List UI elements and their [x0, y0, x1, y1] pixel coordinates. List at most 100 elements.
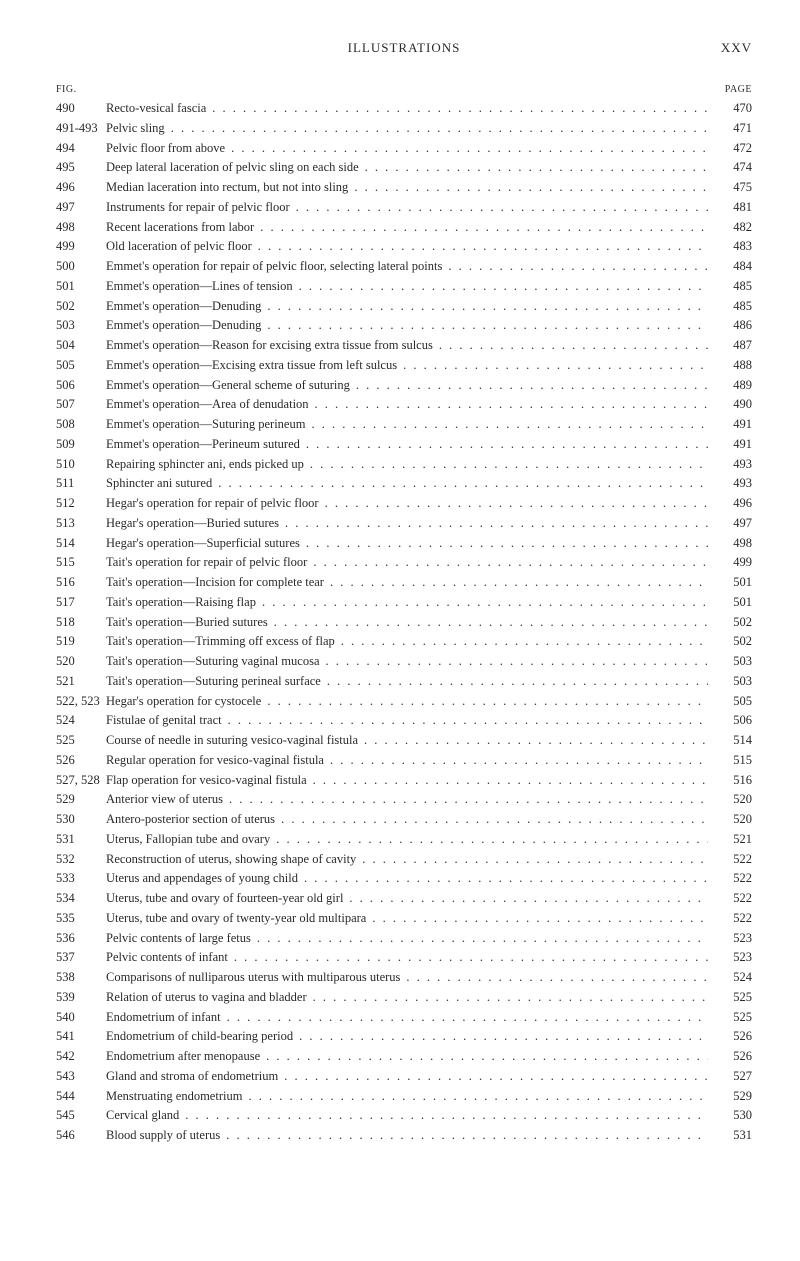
header-roman-numeral: XXV	[692, 40, 752, 56]
entry-fig-number: 539	[56, 988, 106, 1008]
entry-title: Uterus, tube and ovary of twenty-year ol…	[106, 909, 708, 929]
list-item: 538Comparisons of nulliparous uterus wit…	[56, 968, 752, 988]
entry-title: Hegar's operation for repair of pelvic f…	[106, 494, 708, 514]
entry-fig-number: 491-493	[56, 119, 106, 139]
entry-page-number: 522	[708, 869, 752, 889]
list-item: 501Emmet's operation—Lines of tension485	[56, 277, 752, 297]
list-item: 526Regular operation for vesico-vaginal …	[56, 751, 752, 771]
entry-title: Recent lacerations from labor	[106, 218, 708, 238]
entry-page-number: 526	[708, 1047, 752, 1067]
list-item: 525Course of needle in suturing vesico-v…	[56, 731, 752, 751]
entry-page-number: 484	[708, 257, 752, 277]
list-item: 507Emmet's operation—Area of denudation4…	[56, 395, 752, 415]
entry-fig-number: 499	[56, 237, 106, 257]
entry-title: Tait's operation—Buried sutures	[106, 613, 708, 633]
list-item: 496Median laceration into rectum, but no…	[56, 178, 752, 198]
entry-title: Uterus, Fallopian tube and ovary	[106, 830, 708, 850]
list-item: 490Recto-vesical fascia470	[56, 99, 752, 119]
entry-title: Regular operation for vesico-vaginal fis…	[106, 751, 708, 771]
entry-fig-number: 506	[56, 376, 106, 396]
list-item: 542Endometrium after menopause526	[56, 1047, 752, 1067]
list-item: 531Uterus, Fallopian tube and ovary521	[56, 830, 752, 850]
entry-page-number: 522	[708, 889, 752, 909]
entry-page-number: 516	[708, 771, 752, 791]
entry-fig-number: 524	[56, 711, 106, 731]
entry-fig-number: 529	[56, 790, 106, 810]
entry-fig-number: 531	[56, 830, 106, 850]
entry-title: Emmet's operation—Suturing perineum	[106, 415, 708, 435]
entry-page-number: 506	[708, 711, 752, 731]
list-item: 545Cervical gland530	[56, 1106, 752, 1126]
entry-fig-number: 515	[56, 553, 106, 573]
entry-title: Gland and stroma of endometrium	[106, 1067, 708, 1087]
entry-fig-number: 498	[56, 218, 106, 238]
entry-fig-number: 538	[56, 968, 106, 988]
entry-page-number: 529	[708, 1087, 752, 1107]
entry-page-number: 482	[708, 218, 752, 238]
entry-page-number: 503	[708, 652, 752, 672]
entry-title: Deep lateral laceration of pelvic sling …	[106, 158, 708, 178]
entry-title: Tait's operation—Incision for complete t…	[106, 573, 708, 593]
entry-fig-number: 511	[56, 474, 106, 494]
entry-page-number: 491	[708, 435, 752, 455]
entry-title: Pelvic contents of infant	[106, 948, 708, 968]
entry-title: Tait's operation—Raising flap	[106, 593, 708, 613]
entry-fig-number: 507	[56, 395, 106, 415]
list-item: 546Blood supply of uterus531	[56, 1126, 752, 1146]
entry-fig-number: 533	[56, 869, 106, 889]
list-item: 529Anterior view of uterus520	[56, 790, 752, 810]
entry-fig-number: 545	[56, 1106, 106, 1126]
entry-title: Emmet's operation—Reason for excising ex…	[106, 336, 708, 356]
entry-title: Hegar's operation—Buried sutures	[106, 514, 708, 534]
list-item: 537Pelvic contents of infant523	[56, 948, 752, 968]
entry-page-number: 485	[708, 277, 752, 297]
entry-fig-number: 522, 523	[56, 692, 106, 712]
list-item: 519Tait's operation—Trimming off excess …	[56, 632, 752, 652]
entry-title: Hegar's operation—Superficial sutures	[106, 534, 708, 554]
list-item: 505Emmet's operation—Excising extra tiss…	[56, 356, 752, 376]
list-item: 510Repairing sphincter ani, ends picked …	[56, 455, 752, 475]
entry-page-number: 514	[708, 731, 752, 751]
entry-title: Comparisons of nulliparous uterus with m…	[106, 968, 708, 988]
entry-title: Fistulae of genital tract	[106, 711, 708, 731]
entry-fig-number: 490	[56, 99, 106, 119]
entry-page-number: 525	[708, 1008, 752, 1028]
entry-page-number: 523	[708, 929, 752, 949]
list-item: 544Menstruating endometrium529	[56, 1087, 752, 1107]
list-item: 518Tait's operation—Buried sutures502	[56, 613, 752, 633]
entry-fig-number: 501	[56, 277, 106, 297]
entry-fig-number: 494	[56, 139, 106, 159]
entry-fig-number: 535	[56, 909, 106, 929]
entry-page-number: 481	[708, 198, 752, 218]
entry-fig-number: 546	[56, 1126, 106, 1146]
entry-page-number: 531	[708, 1126, 752, 1146]
entry-title: Emmet's operation—Denuding	[106, 297, 708, 317]
entry-title: Antero-posterior section of uterus	[106, 810, 708, 830]
entry-page-number: 491	[708, 415, 752, 435]
entry-fig-number: 504	[56, 336, 106, 356]
list-item: 499Old laceration of pelvic floor483	[56, 237, 752, 257]
entry-title: Uterus, tube and ovary of fourteen-year …	[106, 889, 708, 909]
entry-page-number: 471	[708, 119, 752, 139]
entry-fig-number: 543	[56, 1067, 106, 1087]
list-item: 506Emmet's operation—General scheme of s…	[56, 376, 752, 396]
entry-title: Tait's operation for repair of pelvic fl…	[106, 553, 708, 573]
entry-title: Flap operation for vesico-vaginal fistul…	[106, 771, 708, 791]
column-headers: FIG. PAGE	[56, 84, 752, 95]
entry-fig-number: 520	[56, 652, 106, 672]
list-item: 509Emmet's operation—Perineum sutured491	[56, 435, 752, 455]
list-item: 534Uterus, tube and ovary of fourteen-ye…	[56, 889, 752, 909]
entry-title: Emmet's operation—Excising extra tissue …	[106, 356, 708, 376]
entry-title: Cervical gland	[106, 1106, 708, 1126]
list-item: 508Emmet's operation—Suturing perineum49…	[56, 415, 752, 435]
entry-fig-number: 500	[56, 257, 106, 277]
entry-fig-number: 537	[56, 948, 106, 968]
entry-fig-number: 503	[56, 316, 106, 336]
entry-page-number: 515	[708, 751, 752, 771]
entry-page-number: 522	[708, 850, 752, 870]
entry-title: Anterior view of uterus	[106, 790, 708, 810]
illustrations-list: 490Recto-vesical fascia470491-493 Pelvic …	[56, 99, 752, 1146]
list-item: 515Tait's operation for repair of pelvic…	[56, 553, 752, 573]
list-item: 516Tait's operation—Incision for complet…	[56, 573, 752, 593]
entry-page-number: 501	[708, 573, 752, 593]
